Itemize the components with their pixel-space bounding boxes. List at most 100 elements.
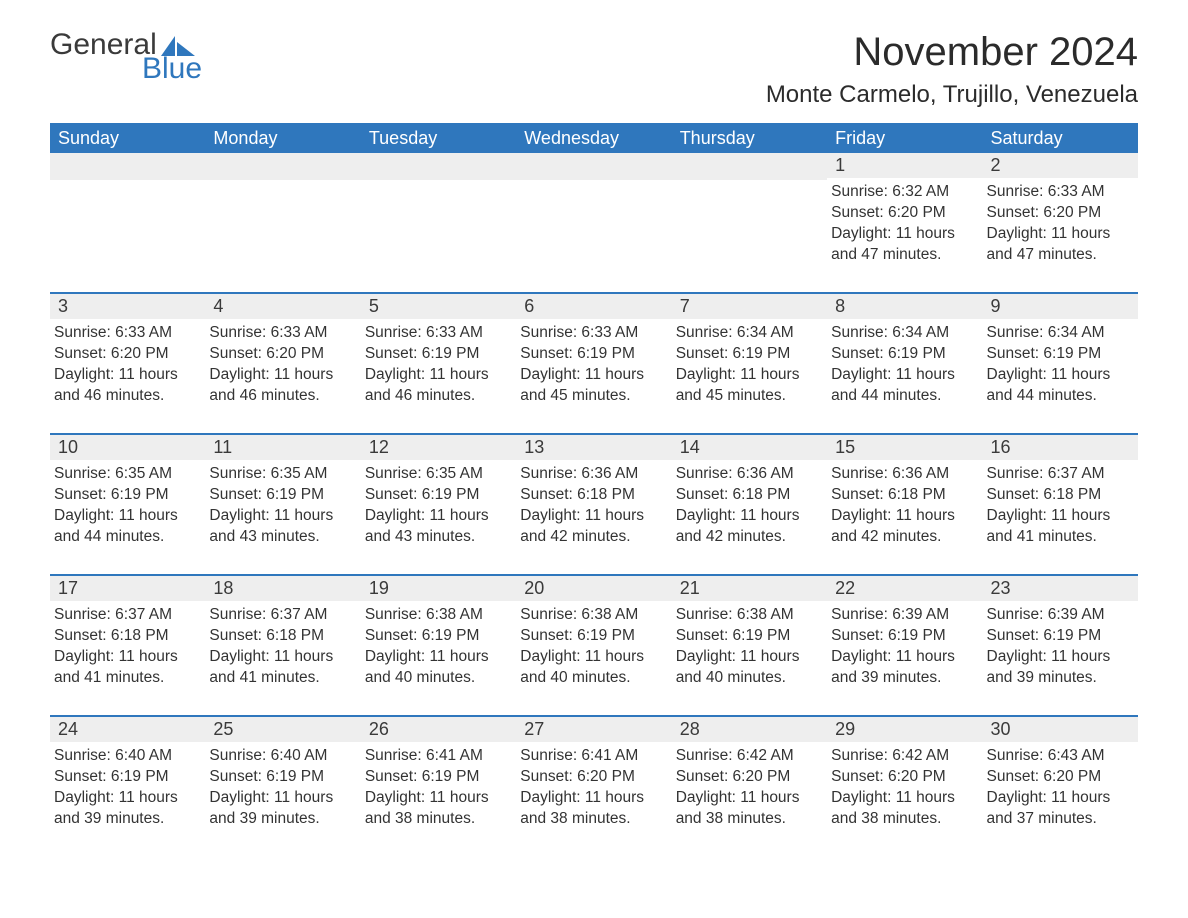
- sunset-text: Sunset: 6:19 PM: [365, 485, 508, 506]
- calendar-table: SundayMondayTuesdayWednesdayThursdayFrid…: [50, 123, 1138, 857]
- sunset-text: Sunset: 6:20 PM: [54, 344, 197, 365]
- daylight-text: and 39 minutes.: [831, 668, 974, 689]
- sunset-text: Sunset: 6:20 PM: [831, 203, 974, 224]
- sunrise-text: Sunrise: 6:39 AM: [831, 605, 974, 626]
- day-number: 15: [827, 435, 982, 460]
- daylight-text: Daylight: 11 hours: [54, 647, 197, 668]
- sunrise-text: Sunrise: 6:39 AM: [987, 605, 1130, 626]
- sunrise-text: Sunrise: 6:43 AM: [987, 746, 1130, 767]
- sunrise-text: Sunrise: 6:32 AM: [831, 182, 974, 203]
- sunrise-text: Sunrise: 6:40 AM: [54, 746, 197, 767]
- sunset-text: Sunset: 6:19 PM: [209, 767, 352, 788]
- week-row: 3Sunrise: 6:33 AMSunset: 6:20 PMDaylight…: [50, 294, 1138, 434]
- daylight-text: Daylight: 11 hours: [520, 506, 663, 527]
- day-details: Sunrise: 6:39 AMSunset: 6:19 PMDaylight:…: [983, 601, 1138, 697]
- day-cell: 23Sunrise: 6:39 AMSunset: 6:19 PMDayligh…: [983, 576, 1138, 716]
- day-header: Friday: [827, 123, 982, 153]
- day-cell: 15Sunrise: 6:36 AMSunset: 6:18 PMDayligh…: [827, 435, 982, 575]
- sunset-text: Sunset: 6:20 PM: [987, 203, 1130, 224]
- daylight-text: and 39 minutes.: [209, 809, 352, 830]
- day-number: 30: [983, 717, 1138, 742]
- sunrise-text: Sunrise: 6:36 AM: [831, 464, 974, 485]
- sunset-text: Sunset: 6:20 PM: [676, 767, 819, 788]
- sunset-text: Sunset: 6:19 PM: [676, 344, 819, 365]
- day-details: Sunrise: 6:36 AMSunset: 6:18 PMDaylight:…: [516, 460, 671, 556]
- sunset-text: Sunset: 6:20 PM: [987, 767, 1130, 788]
- day-details: Sunrise: 6:35 AMSunset: 6:19 PMDaylight:…: [50, 460, 205, 556]
- day-details: Sunrise: 6:43 AMSunset: 6:20 PMDaylight:…: [983, 742, 1138, 838]
- daylight-text: and 40 minutes.: [520, 668, 663, 689]
- day-details: Sunrise: 6:35 AMSunset: 6:19 PMDaylight:…: [205, 460, 360, 556]
- day-cell: 14Sunrise: 6:36 AMSunset: 6:18 PMDayligh…: [672, 435, 827, 575]
- day-cell: 1Sunrise: 6:32 AMSunset: 6:20 PMDaylight…: [827, 153, 982, 293]
- day-cell: 27Sunrise: 6:41 AMSunset: 6:20 PMDayligh…: [516, 717, 671, 857]
- day-number: 16: [983, 435, 1138, 460]
- day-number: 3: [50, 294, 205, 319]
- week-row: 17Sunrise: 6:37 AMSunset: 6:18 PMDayligh…: [50, 576, 1138, 716]
- day-number: 11: [205, 435, 360, 460]
- day-details: Sunrise: 6:40 AMSunset: 6:19 PMDaylight:…: [205, 742, 360, 838]
- day-header: Thursday: [672, 123, 827, 153]
- daylight-text: Daylight: 11 hours: [520, 365, 663, 386]
- day-cell: 9Sunrise: 6:34 AMSunset: 6:19 PMDaylight…: [983, 294, 1138, 434]
- day-cell: 18Sunrise: 6:37 AMSunset: 6:18 PMDayligh…: [205, 576, 360, 716]
- daylight-text: Daylight: 11 hours: [987, 788, 1130, 809]
- day-number: 25: [205, 717, 360, 742]
- sunrise-text: Sunrise: 6:40 AM: [209, 746, 352, 767]
- day-number: 5: [361, 294, 516, 319]
- day-cell: 25Sunrise: 6:40 AMSunset: 6:19 PMDayligh…: [205, 717, 360, 857]
- logo-word2: Blue: [142, 54, 202, 84]
- daylight-text: Daylight: 11 hours: [987, 506, 1130, 527]
- sunset-text: Sunset: 6:20 PM: [209, 344, 352, 365]
- day-cell: 3Sunrise: 6:33 AMSunset: 6:20 PMDaylight…: [50, 294, 205, 434]
- sunrise-text: Sunrise: 6:35 AM: [209, 464, 352, 485]
- calendar-body: 1Sunrise: 6:32 AMSunset: 6:20 PMDaylight…: [50, 153, 1138, 857]
- daylight-text: Daylight: 11 hours: [676, 506, 819, 527]
- day-cell: 4Sunrise: 6:33 AMSunset: 6:20 PMDaylight…: [205, 294, 360, 434]
- day-number: 27: [516, 717, 671, 742]
- day-number: 20: [516, 576, 671, 601]
- day-number: 7: [672, 294, 827, 319]
- daylight-text: and 46 minutes.: [365, 386, 508, 407]
- sunset-text: Sunset: 6:18 PM: [831, 485, 974, 506]
- day-cell: 29Sunrise: 6:42 AMSunset: 6:20 PMDayligh…: [827, 717, 982, 857]
- sunset-text: Sunset: 6:19 PM: [987, 626, 1130, 647]
- daylight-text: and 39 minutes.: [54, 809, 197, 830]
- daylight-text: and 42 minutes.: [676, 527, 819, 548]
- day-cell: 8Sunrise: 6:34 AMSunset: 6:19 PMDaylight…: [827, 294, 982, 434]
- day-number: 14: [672, 435, 827, 460]
- daylight-text: and 43 minutes.: [365, 527, 508, 548]
- day-details: Sunrise: 6:35 AMSunset: 6:19 PMDaylight:…: [361, 460, 516, 556]
- daylight-text: Daylight: 11 hours: [987, 365, 1130, 386]
- day-details: Sunrise: 6:40 AMSunset: 6:19 PMDaylight:…: [50, 742, 205, 838]
- day-cell: 30Sunrise: 6:43 AMSunset: 6:20 PMDayligh…: [983, 717, 1138, 857]
- day-number: 12: [361, 435, 516, 460]
- day-header: Tuesday: [361, 123, 516, 153]
- daylight-text: Daylight: 11 hours: [365, 365, 508, 386]
- empty-cell: [516, 153, 671, 293]
- day-details: Sunrise: 6:38 AMSunset: 6:19 PMDaylight:…: [672, 601, 827, 697]
- day-number: 19: [361, 576, 516, 601]
- day-details: Sunrise: 6:33 AMSunset: 6:20 PMDaylight:…: [205, 319, 360, 415]
- empty-daynum: [361, 153, 516, 180]
- day-cell: 19Sunrise: 6:38 AMSunset: 6:19 PMDayligh…: [361, 576, 516, 716]
- day-header: Saturday: [983, 123, 1138, 153]
- day-number: 13: [516, 435, 671, 460]
- sunrise-text: Sunrise: 6:35 AM: [365, 464, 508, 485]
- day-cell: 2Sunrise: 6:33 AMSunset: 6:20 PMDaylight…: [983, 153, 1138, 293]
- sunset-text: Sunset: 6:18 PM: [520, 485, 663, 506]
- daylight-text: and 40 minutes.: [365, 668, 508, 689]
- sunset-text: Sunset: 6:19 PM: [520, 344, 663, 365]
- sunset-text: Sunset: 6:19 PM: [987, 344, 1130, 365]
- day-number: 6: [516, 294, 671, 319]
- daylight-text: and 45 minutes.: [520, 386, 663, 407]
- sunrise-text: Sunrise: 6:34 AM: [987, 323, 1130, 344]
- day-cell: 26Sunrise: 6:41 AMSunset: 6:19 PMDayligh…: [361, 717, 516, 857]
- daylight-text: and 37 minutes.: [987, 809, 1130, 830]
- day-details: Sunrise: 6:39 AMSunset: 6:19 PMDaylight:…: [827, 601, 982, 697]
- day-header: Monday: [205, 123, 360, 153]
- sunset-text: Sunset: 6:19 PM: [365, 626, 508, 647]
- sunrise-text: Sunrise: 6:33 AM: [987, 182, 1130, 203]
- day-number: 1: [827, 153, 982, 178]
- daylight-text: Daylight: 11 hours: [676, 788, 819, 809]
